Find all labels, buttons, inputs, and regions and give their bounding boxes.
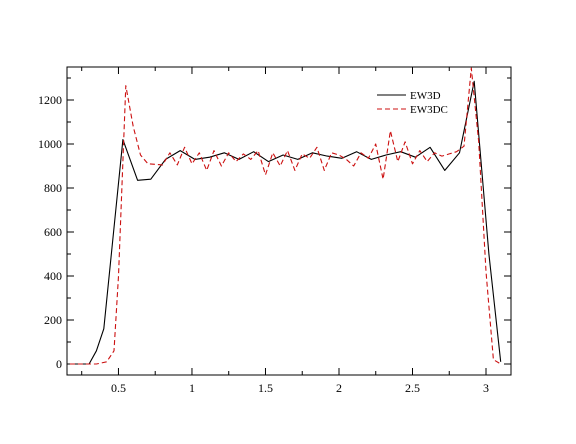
x-tick-label: 1.5: [258, 381, 273, 395]
legend-label-ew3d: EW3D: [410, 90, 441, 102]
axis-tick-labels: 0.5 1 1.5 2 2.5 3 0 200 400 600 800 1000 1200: [38, 93, 489, 395]
y-tick-label: 600: [44, 225, 62, 239]
y-tick-label: 0: [56, 357, 62, 371]
axis-ticks: [67, 67, 511, 375]
y-tick-label: 200: [44, 313, 62, 327]
y-tick-label: 400: [44, 269, 62, 283]
series-layer: [69, 67, 502, 365]
series-line-ew3dc: [69, 67, 501, 365]
x-tick-label: 2.5: [405, 381, 420, 395]
legend-box: [373, 85, 461, 120]
x-tick-label: 0.5: [111, 381, 126, 395]
y-tick-label: 1000: [38, 137, 62, 151]
x-tick-label: 2: [336, 381, 342, 395]
legend: EW3D EW3DC: [373, 85, 461, 120]
x-tick-label: 3: [483, 381, 489, 395]
series-line-ew3d: [69, 80, 502, 365]
legend-label-ew3dc: EW3DC: [410, 104, 448, 116]
x-tick-label: 1: [189, 381, 195, 395]
y-tick-label: 1200: [38, 93, 62, 107]
plot-frame: [66, 66, 512, 376]
y-tick-label: 800: [44, 181, 62, 195]
